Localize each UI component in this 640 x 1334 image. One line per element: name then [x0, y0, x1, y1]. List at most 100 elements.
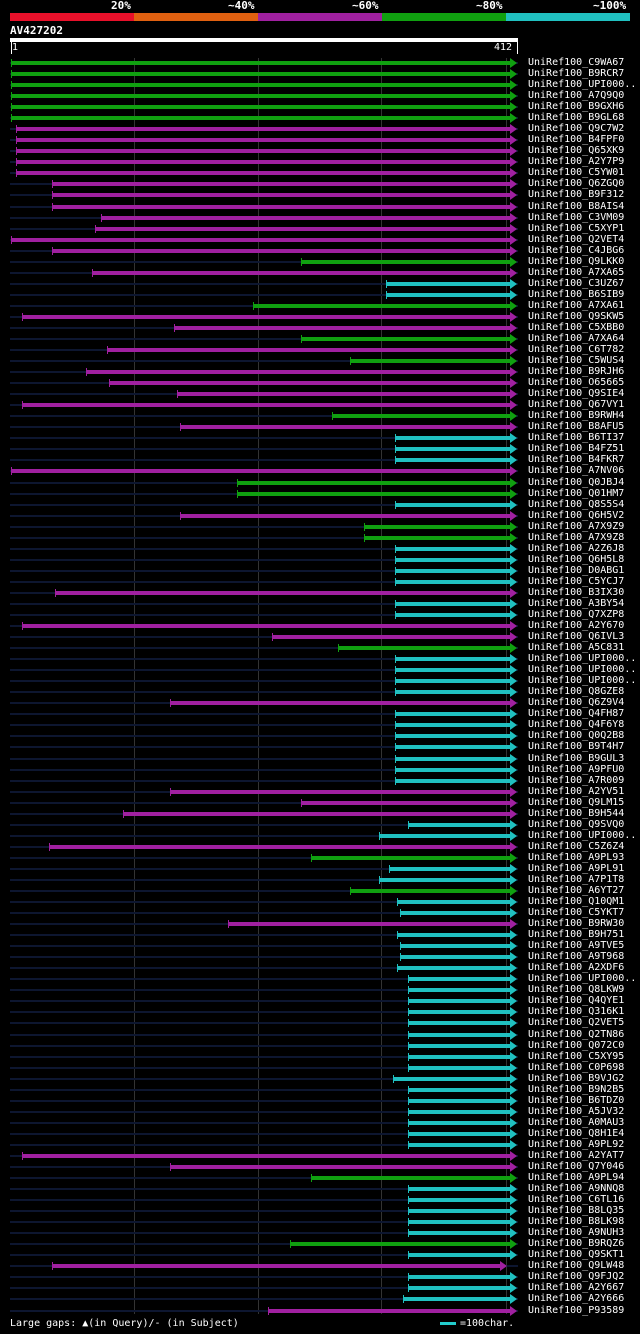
hit-label[interactable]: UniRef100_B6TDZ0 — [528, 1094, 625, 1106]
hit-bar[interactable] — [228, 922, 510, 927]
hit-row[interactable]: UniRef100_A2Y666 — [0, 1293, 640, 1305]
hit-row[interactable]: UniRef100_Q4F6Y8 — [0, 719, 640, 731]
hit-label[interactable]: UniRef100_B9VJG2 — [528, 1072, 625, 1084]
hit-bar[interactable] — [11, 83, 510, 88]
hit-row[interactable]: UniRef100_D0ABG1 — [0, 565, 640, 577]
hit-bar[interactable] — [11, 94, 510, 99]
hit-label[interactable]: UniRef100_B6TI37 — [528, 432, 625, 444]
hit-row[interactable]: UniRef100_UPI000.. — [0, 830, 640, 842]
hit-bar[interactable] — [408, 1231, 510, 1236]
hit-bar[interactable] — [268, 1308, 510, 1313]
hit-label[interactable]: UniRef100_A5C831 — [528, 642, 625, 654]
hit-row[interactable]: UniRef100_Q6H5V2 — [0, 510, 640, 522]
hit-row[interactable]: UniRef100_B9H544 — [0, 807, 640, 820]
hit-label[interactable]: UniRef100_Q65XK9 — [528, 145, 625, 157]
hit-row[interactable]: UniRef100_A5JV32 — [0, 1106, 640, 1118]
hit-row[interactable]: UniRef100_A9PL94 — [0, 1172, 640, 1184]
hit-label[interactable]: UniRef100_A7X9Z9 — [528, 520, 625, 532]
hit-label[interactable]: UniRef100_Q9LW48 — [528, 1260, 625, 1272]
hit-bar[interactable] — [394, 436, 510, 441]
hit-row[interactable]: UniRef100_Q6Z9V4 — [0, 697, 640, 709]
hit-bar[interactable] — [394, 557, 510, 562]
hit-label[interactable]: UniRef100_Q8LKW9 — [528, 984, 625, 996]
hit-label[interactable]: UniRef100_A7R009 — [528, 774, 625, 786]
hit-label[interactable]: UniRef100_B9RQZ6 — [528, 1238, 625, 1250]
hit-row[interactable]: UniRef100_Q2VET5 — [0, 1017, 640, 1029]
hit-label[interactable]: UniRef100_Q4QYE1 — [528, 995, 625, 1007]
hit-bar[interactable] — [394, 568, 510, 573]
hit-bar[interactable] — [408, 1010, 510, 1015]
hit-row[interactable]: UniRef100_A7NV06 — [0, 465, 640, 477]
hit-row[interactable]: UniRef100_A2Z6J8 — [0, 542, 640, 555]
hit-row[interactable]: UniRef100_A7X9Z8 — [0, 532, 640, 544]
hit-bar[interactable] — [408, 1142, 510, 1147]
hit-row[interactable]: UniRef100_Q7Y046 — [0, 1161, 640, 1173]
hit-bar[interactable] — [21, 403, 510, 408]
hit-label[interactable]: UniRef100_B9H544 — [528, 807, 625, 819]
hit-row[interactable]: UniRef100_Q9LW48 — [0, 1260, 640, 1272]
hit-bar[interactable] — [21, 314, 510, 319]
hit-row[interactable]: UniRef100_B9N2B5 — [0, 1083, 640, 1096]
hit-label[interactable]: UniRef100_Q9SKT1 — [528, 1249, 625, 1261]
hit-label[interactable]: UniRef100_A2Z6J8 — [528, 542, 625, 554]
hit-bar[interactable] — [394, 546, 510, 551]
hit-bar[interactable] — [408, 999, 510, 1004]
hit-row[interactable]: UniRef100_Q8GZE8 — [0, 686, 640, 698]
hit-label[interactable]: UniRef100_B9GUL3 — [528, 752, 625, 764]
hit-bar[interactable] — [408, 1131, 510, 1136]
hit-row[interactable]: UniRef100_Q9SKT1 — [0, 1249, 640, 1261]
hit-label[interactable]: UniRef100_B9N2B5 — [528, 1083, 625, 1095]
hit-bar[interactable] — [408, 1253, 510, 1258]
hit-bar[interactable] — [52, 204, 510, 209]
hit-label[interactable]: UniRef100_C9WA67 — [528, 57, 625, 68]
hit-row[interactable]: UniRef100_A9PL93 — [0, 852, 640, 864]
hit-label[interactable]: UniRef100_Q4FH87 — [528, 708, 625, 720]
hit-bar[interactable] — [331, 414, 510, 419]
hit-label[interactable]: UniRef100_Q9FJQ2 — [528, 1271, 625, 1283]
hit-row[interactable]: UniRef100_A9NUH3 — [0, 1227, 640, 1239]
hit-label[interactable]: UniRef100_Q9LKK0 — [528, 255, 625, 267]
hit-bar[interactable] — [394, 723, 510, 728]
hit-label[interactable]: UniRef100_C5YCJ7 — [528, 575, 625, 587]
hit-label[interactable]: UniRef100_Q9SKW5 — [528, 310, 625, 322]
hit-label[interactable]: UniRef100_B9RWH4 — [528, 410, 625, 422]
hit-bar[interactable] — [393, 1076, 510, 1081]
hit-bar[interactable] — [364, 535, 510, 540]
hit-row[interactable]: UniRef100_C6T782 — [0, 344, 640, 356]
hit-bar[interactable] — [236, 480, 510, 485]
hit-label[interactable]: UniRef100_B9T4H7 — [528, 741, 625, 753]
hit-row[interactable]: UniRef100_Q9SVQ0 — [0, 818, 640, 831]
hit-label[interactable]: UniRef100_A9PL91 — [528, 862, 625, 874]
hit-label[interactable]: UniRef100_O65665 — [528, 377, 625, 389]
hit-row[interactable]: UniRef100_Q0Q2B8 — [0, 730, 640, 742]
hit-row[interactable]: UniRef100_B9RWH4 — [0, 410, 640, 422]
hit-label[interactable]: UniRef100_P93589 — [528, 1304, 625, 1316]
hit-label[interactable]: UniRef100_B6SIB9 — [528, 288, 625, 300]
hit-row[interactable]: UniRef100_C9WA67 — [0, 57, 640, 69]
hit-row[interactable]: UniRef100_Q01HM7 — [0, 488, 640, 500]
hit-label[interactable]: UniRef100_A7XA61 — [528, 299, 625, 311]
hit-bar[interactable] — [21, 1153, 510, 1158]
hit-row[interactable]: UniRef100_Q10QM1 — [0, 896, 640, 908]
hit-row[interactable]: UniRef100_Q9LKK0 — [0, 255, 640, 268]
hit-bar[interactable] — [397, 933, 510, 938]
hit-label[interactable]: UniRef100_C6TL16 — [528, 1194, 625, 1206]
hit-label[interactable]: UniRef100_C5XYP1 — [528, 222, 625, 234]
hit-label[interactable]: UniRef100_A6YT27 — [528, 885, 625, 896]
hit-row[interactable]: UniRef100_B9VJG2 — [0, 1072, 640, 1085]
hit-label[interactable]: UniRef100_A9PL92 — [528, 1138, 625, 1150]
hit-label[interactable]: UniRef100_Q072C0 — [528, 1039, 625, 1051]
hit-label[interactable]: UniRef100_A2YV51 — [528, 785, 625, 797]
hit-bar[interactable] — [394, 601, 510, 606]
hit-row[interactable]: UniRef100_A7R009 — [0, 774, 640, 787]
hit-bar[interactable] — [394, 458, 510, 463]
hit-row[interactable]: UniRef100_Q2VET4 — [0, 234, 640, 246]
hit-bar[interactable] — [394, 502, 510, 507]
hit-row[interactable]: UniRef100_A7X9Z9 — [0, 520, 640, 533]
hit-row[interactable]: UniRef100_Q9C7W2 — [0, 123, 640, 135]
hit-label[interactable]: UniRef100_B9RJH6 — [528, 366, 625, 378]
hit-bar[interactable] — [378, 877, 510, 882]
hit-label[interactable]: UniRef100_B9RW30 — [528, 918, 625, 930]
hit-bar[interactable] — [394, 756, 510, 761]
hit-label[interactable]: UniRef100_Q9SVQ0 — [528, 818, 625, 830]
